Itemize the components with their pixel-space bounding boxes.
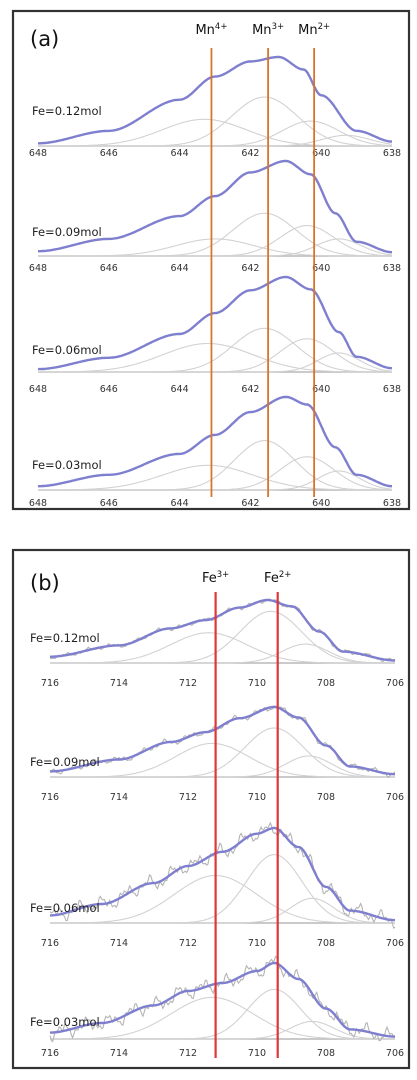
fit-envelope-curve (38, 395, 392, 488)
x-tick-label: 644 (171, 148, 189, 159)
x-tick-label: 708 (317, 1048, 335, 1059)
x-tick-label: 642 (241, 384, 259, 395)
x-tick-label: 706 (386, 678, 404, 689)
x-tick-label: 706 (386, 938, 404, 949)
fit-component-curve (50, 1020, 395, 1040)
x-tick-label: 710 (248, 938, 266, 949)
fit-component-curve (38, 352, 393, 373)
x-tick-label: 646 (100, 498, 118, 509)
x-tick-label: 716 (41, 678, 59, 689)
x-tick-label: 640 (312, 384, 330, 395)
fit-component-curve (50, 996, 395, 1040)
x-tick-label: 646 (100, 384, 118, 395)
x-tick-label: 716 (41, 938, 59, 949)
panel-label: (b) (30, 571, 60, 595)
fit-component-curve (50, 643, 395, 664)
sample-label: Fe=0.09mol (32, 225, 102, 239)
spectrum-1: 716 714 712 710 708 706 Fe=0.12mol (30, 598, 404, 689)
fit-component-curve (38, 134, 393, 147)
x-tick-label: 712 (179, 938, 197, 949)
x-tick-label: 710 (248, 678, 266, 689)
x-tick-label: 648 (29, 148, 47, 159)
fit-component-curve (38, 464, 392, 491)
x-tick-label: 648 (29, 384, 47, 395)
x-tick-label: 716 (41, 792, 59, 803)
fit-envelope-curve (37, 159, 392, 254)
x-tick-label: 708 (317, 678, 335, 689)
oxidation-state-label: Fe2+ (264, 570, 291, 586)
x-tick-label: 646 (100, 148, 118, 159)
oxidation-state-label: Mn2+ (298, 22, 330, 38)
x-tick-label: 644 (171, 263, 189, 274)
x-tick-label: 644 (171, 498, 189, 509)
fit-envelope-curve (50, 598, 395, 662)
x-tick-label: 714 (110, 792, 128, 803)
sample-label: Fe=0.12mol (30, 631, 100, 645)
panel-label: (a) (30, 27, 59, 51)
raw-spectrum-curve (49, 821, 396, 929)
x-tick-label: 708 (317, 938, 335, 949)
spectrum-4: 648 646 644 642 640 638 Fe=0.03mol (29, 395, 401, 509)
fit-component-curve (50, 755, 395, 778)
x-tick-label: 640 (312, 263, 330, 274)
spectrum-4: 716 714 712 710 708 706 Fe=0.03mol (30, 955, 404, 1059)
fit-component-curve (50, 897, 395, 924)
panel-a-mn2p: (a) 648 646 644 642 640 638 Fe=0.12mol 648 646 644… (11, 9, 411, 511)
x-tick-label: 640 (312, 148, 330, 159)
fit-component-curve (50, 632, 395, 664)
fit-component-curve (38, 470, 393, 491)
x-tick-label: 714 (110, 678, 128, 689)
spectrum-2: 648 646 644 642 640 638 Fe=0.09mol (29, 159, 401, 274)
oxidation-state-label: Mn4+ (195, 22, 227, 38)
panel-frame (11, 548, 411, 1070)
x-tick-label: 638 (383, 263, 401, 274)
fit-envelope-curve (50, 826, 395, 922)
spectrum-1: 648 646 644 642 640 638 Fe=0.12mol (29, 55, 401, 159)
x-tick-label: 642 (241, 148, 259, 159)
x-tick-label: 712 (179, 1048, 197, 1059)
fit-envelope-curve (38, 55, 393, 145)
fit-envelope-curve (50, 961, 395, 1038)
x-tick-label: 648 (29, 263, 47, 274)
x-tick-label: 712 (179, 792, 197, 803)
fit-component-curve (38, 118, 392, 147)
x-tick-label: 642 (241, 498, 259, 509)
fit-envelope-curve (50, 705, 395, 776)
x-tick-label: 716 (41, 1048, 59, 1059)
x-tick-label: 646 (100, 263, 118, 274)
sample-label: Fe=0.06mol (30, 901, 100, 915)
x-tick-label: 648 (29, 498, 47, 509)
sample-label: Fe=0.03mol (32, 458, 102, 472)
x-tick-label: 642 (241, 263, 259, 274)
x-tick-label: 712 (179, 678, 197, 689)
x-tick-label: 638 (383, 384, 401, 395)
sample-label: Fe=0.12mol (32, 104, 102, 118)
spectrum-2: 716 714 712 710 708 706 Fe=0.09mol (30, 705, 404, 803)
sample-label: Fe=0.03mol (30, 1015, 100, 1029)
raw-spectrum-curve (49, 705, 396, 779)
sample-label: Fe=0.09mol (30, 755, 100, 769)
spectrum-3: 716 714 712 710 708 706 Fe=0.06mol (30, 821, 404, 949)
x-tick-label: 710 (248, 1048, 266, 1059)
sample-label: Fe=0.06mol (32, 343, 102, 357)
x-tick-label: 706 (386, 1048, 404, 1059)
x-tick-label: 640 (312, 498, 330, 509)
x-tick-label: 638 (383, 148, 401, 159)
spectrum-3: 648 646 644 642 640 638 Fe=0.06mol (29, 275, 401, 395)
fit-component-curve (38, 342, 392, 373)
x-tick-label: 714 (110, 938, 128, 949)
fit-component-curve (50, 874, 395, 924)
x-tick-label: 706 (386, 792, 404, 803)
x-tick-label: 714 (110, 1048, 128, 1059)
x-tick-label: 638 (383, 498, 401, 509)
x-tick-label: 710 (248, 792, 266, 803)
oxidation-state-label: Mn3+ (252, 22, 284, 38)
x-tick-label: 644 (171, 384, 189, 395)
fit-envelope-curve (38, 275, 392, 371)
oxidation-state-label: Fe3+ (202, 570, 229, 586)
x-tick-label: 708 (317, 792, 335, 803)
fit-component-curve (38, 238, 393, 257)
panel-b-fe2p: (b) 716 714 712 710 708 706 Fe=0.12mol 716 714 712… (11, 548, 411, 1070)
